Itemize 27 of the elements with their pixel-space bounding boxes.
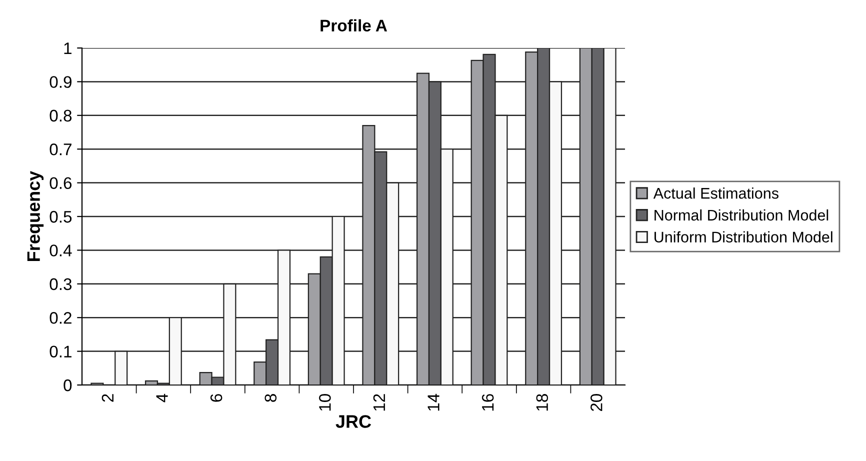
chart-title: Profile A	[320, 19, 388, 32]
y-axis-title: Frequency	[27, 170, 44, 261]
legend-label: Uniform Distribution Model	[654, 231, 832, 242]
x-axis-title: JRC	[336, 415, 372, 428]
y-tick-label: 0	[64, 379, 72, 392]
y-tick-label: 0.6	[50, 177, 72, 190]
x-tick-label: 12	[373, 394, 385, 411]
x-tick-label: 8	[264, 394, 277, 402]
y-tick-label: 0.8	[50, 110, 72, 122]
y-tick-label: 0.7	[50, 144, 72, 156]
x-tick-label: 20	[590, 394, 602, 412]
y-tick-label: 0.1	[50, 346, 72, 358]
x-tick-label: 10	[319, 394, 331, 411]
x-tick-label: 2	[102, 394, 114, 402]
y-tick-label: 0.9	[50, 76, 72, 88]
x-tick-label: 18	[536, 394, 548, 411]
y-tick-label: 0.5	[50, 210, 72, 223]
x-tick-label: 4	[156, 394, 168, 402]
y-tick-label: 0.4	[50, 244, 72, 256]
x-tick-label: 6	[210, 394, 222, 402]
x-tick-label: 14	[428, 394, 440, 411]
x-tick-label: 16	[482, 394, 494, 411]
y-tick-label: 0.2	[50, 312, 72, 324]
legend-label: Actual Estimations	[653, 188, 778, 199]
y-tick-label: 0.3	[50, 278, 72, 290]
legend-label: Normal Distribution Model	[654, 209, 828, 221]
y-tick-label: 1	[64, 42, 72, 54]
